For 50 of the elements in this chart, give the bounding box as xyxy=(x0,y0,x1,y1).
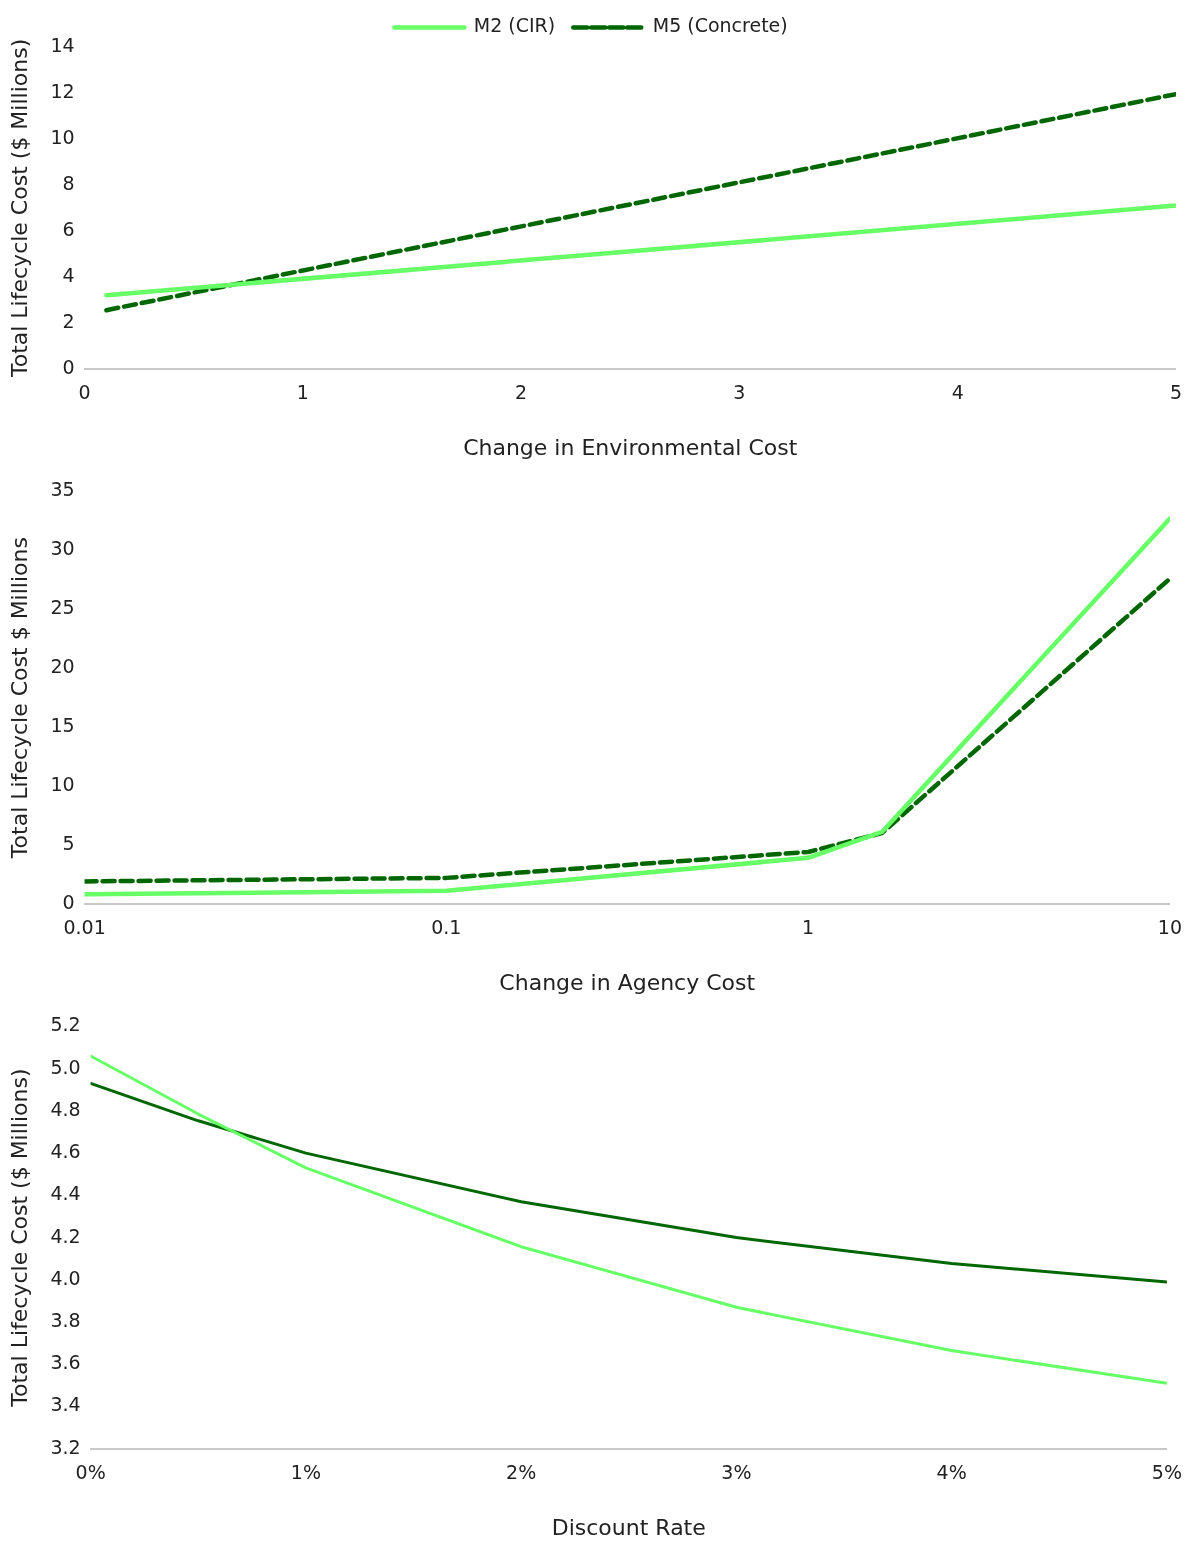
y-tick-label: 15 xyxy=(50,713,75,736)
y-tick-label: 5 xyxy=(62,831,75,854)
y-axis-title: Total Lifecycle Cost ($ Millions) xyxy=(6,1068,32,1408)
y-tick-label: 2 xyxy=(62,309,75,332)
x-tick-label: 1 xyxy=(296,381,309,404)
y-axis-title: Total Lifecycle Cost $ Millions xyxy=(6,537,32,860)
y-tick-label: 0 xyxy=(62,355,75,378)
x-tick-label: 5 xyxy=(1169,381,1182,404)
x-axis-title: Change in Environmental Cost xyxy=(463,434,798,460)
y-tick-label: 5.0 xyxy=(50,1055,81,1078)
y-tick-label: 0 xyxy=(62,890,75,913)
y-tick-label: 4.6 xyxy=(50,1140,81,1163)
x-tick-label: 0.1 xyxy=(431,916,462,939)
x-tick-label: 10 xyxy=(1157,916,1183,939)
x-tick-label: 3% xyxy=(721,1461,752,1484)
y-tick-label: 3.4 xyxy=(50,1393,81,1416)
y-tick-label: 14 xyxy=(50,33,75,56)
y-tick-label: 10 xyxy=(50,125,75,148)
y-tick-label: 10 xyxy=(50,772,75,795)
x-tick-label: 0.01 xyxy=(63,916,106,939)
y-tick-label: 3.2 xyxy=(50,1435,81,1458)
legend-label: M5 (Concrete) xyxy=(652,14,788,37)
x-tick-label: 2% xyxy=(506,1461,537,1484)
y-tick-label: 4.4 xyxy=(50,1182,81,1205)
y-axis-title: Total Lifecycle Cost ($ Millions) xyxy=(6,38,32,379)
x-tick-label: 3 xyxy=(733,381,746,404)
x-axis-title: Change in Agency Cost xyxy=(499,969,756,995)
x-tick-label: 0% xyxy=(75,1461,106,1484)
y-tick-label: 4.2 xyxy=(50,1224,81,1247)
y-tick-label: 30 xyxy=(50,537,75,560)
y-tick-label: 4 xyxy=(62,263,75,286)
y-tick-label: 6 xyxy=(62,217,75,240)
x-tick-label: 1% xyxy=(290,1461,321,1484)
y-tick-label: 35 xyxy=(50,478,75,501)
y-tick-label: 5.2 xyxy=(50,1013,81,1036)
x-tick-label: 5% xyxy=(1151,1461,1183,1484)
y-tick-label: 20 xyxy=(50,655,75,678)
legend-label: M2 (CIR) xyxy=(473,14,556,37)
x-tick-label: 4% xyxy=(936,1461,967,1484)
y-tick-label: 12 xyxy=(50,79,75,102)
y-tick-label: 25 xyxy=(50,596,75,619)
y-tick-label: 8 xyxy=(62,171,75,194)
y-tick-label: 4.0 xyxy=(50,1266,81,1289)
y-tick-label: 3.8 xyxy=(50,1309,81,1332)
x-axis-title: Discount Rate xyxy=(551,1514,706,1540)
x-tick-label: 4 xyxy=(951,381,964,404)
x-tick-label: 1 xyxy=(802,916,815,939)
y-tick-label: 3.6 xyxy=(50,1351,81,1374)
x-tick-label: 2 xyxy=(515,381,528,404)
y-tick-label: 4.8 xyxy=(50,1097,81,1120)
